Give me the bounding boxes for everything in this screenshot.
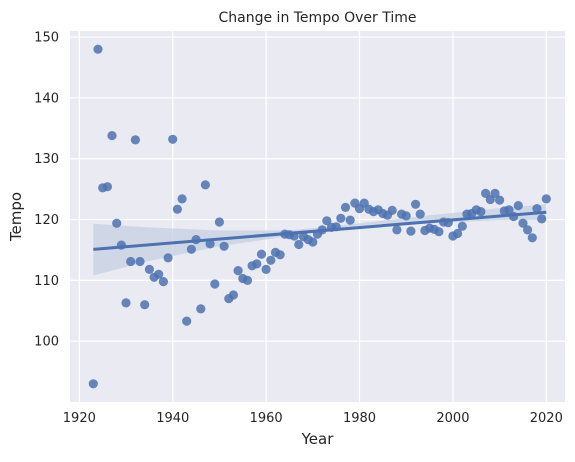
data-point — [537, 214, 547, 224]
x-axis-label: Year — [301, 430, 335, 448]
data-point — [163, 253, 173, 263]
data-point — [308, 237, 318, 247]
data-point — [233, 266, 243, 276]
data-point — [177, 194, 187, 204]
data-point — [322, 216, 332, 226]
data-point — [182, 316, 192, 326]
y-tick-label: 110 — [34, 274, 59, 289]
data-point — [387, 205, 397, 215]
data-point — [336, 213, 346, 223]
data-point — [518, 218, 528, 228]
x-tick-label: 1980 — [343, 411, 376, 426]
data-point — [392, 225, 402, 235]
y-tick-label: 150 — [34, 31, 59, 46]
data-point — [186, 244, 196, 254]
data-point — [406, 226, 416, 236]
data-point — [200, 180, 210, 190]
data-point — [523, 225, 533, 235]
x-tick-label: 1940 — [156, 411, 189, 426]
data-point — [214, 217, 224, 227]
y-axis-label: Tempo — [7, 192, 25, 242]
data-point — [172, 204, 182, 214]
data-point — [340, 202, 351, 212]
data-point — [130, 135, 140, 145]
data-point — [266, 255, 276, 265]
data-point — [275, 250, 285, 260]
data-point — [112, 218, 122, 228]
data-point — [242, 275, 253, 285]
data-point — [256, 249, 267, 259]
data-point — [415, 209, 425, 219]
data-point — [476, 207, 486, 217]
data-point — [513, 201, 523, 211]
regression-line — [93, 210, 547, 251]
data-point — [93, 44, 103, 54]
data-point — [102, 182, 112, 192]
data-point — [126, 256, 136, 267]
chart-title: Change in Tempo Over Time — [219, 10, 417, 26]
y-tick-label: 100 — [34, 335, 59, 350]
data-point — [154, 269, 164, 279]
data-point — [527, 233, 537, 243]
x-tick-label: 2000 — [436, 411, 469, 426]
data-point — [495, 195, 505, 205]
data-point — [135, 256, 145, 267]
data-point — [532, 204, 542, 214]
data-point — [196, 304, 206, 314]
data-point — [252, 259, 262, 269]
data-point — [158, 277, 168, 287]
data-point — [434, 227, 444, 237]
data-point — [490, 188, 500, 198]
data-point — [121, 298, 131, 308]
data-point — [107, 131, 117, 141]
data-point — [205, 239, 215, 249]
data-point — [453, 228, 463, 239]
y-tick-label: 130 — [34, 152, 59, 167]
data-point — [210, 279, 220, 289]
data-point — [140, 300, 150, 310]
data-point — [168, 134, 178, 144]
data-point — [401, 211, 411, 221]
data-point — [411, 199, 421, 209]
x-tick-label: 1960 — [250, 411, 283, 426]
y-tick-label: 140 — [34, 91, 59, 106]
data-point — [294, 239, 304, 250]
data-point — [144, 264, 154, 274]
data-point — [261, 264, 271, 274]
x-tick-label: 2020 — [530, 411, 563, 426]
tick-labels: 1920 1940 1960 1980 2000 2020 100 110 120 130 140 1… — [34, 31, 563, 426]
y-tick-label: 120 — [34, 213, 59, 228]
regression-line-group — [93, 210, 547, 251]
data-point — [219, 241, 229, 251]
data-point — [504, 205, 514, 215]
x-tick-label: 1920 — [63, 411, 96, 426]
data-point — [541, 194, 551, 204]
data-point — [345, 215, 355, 225]
data-point — [88, 379, 98, 389]
data-point — [457, 221, 467, 231]
data-point — [228, 290, 238, 300]
